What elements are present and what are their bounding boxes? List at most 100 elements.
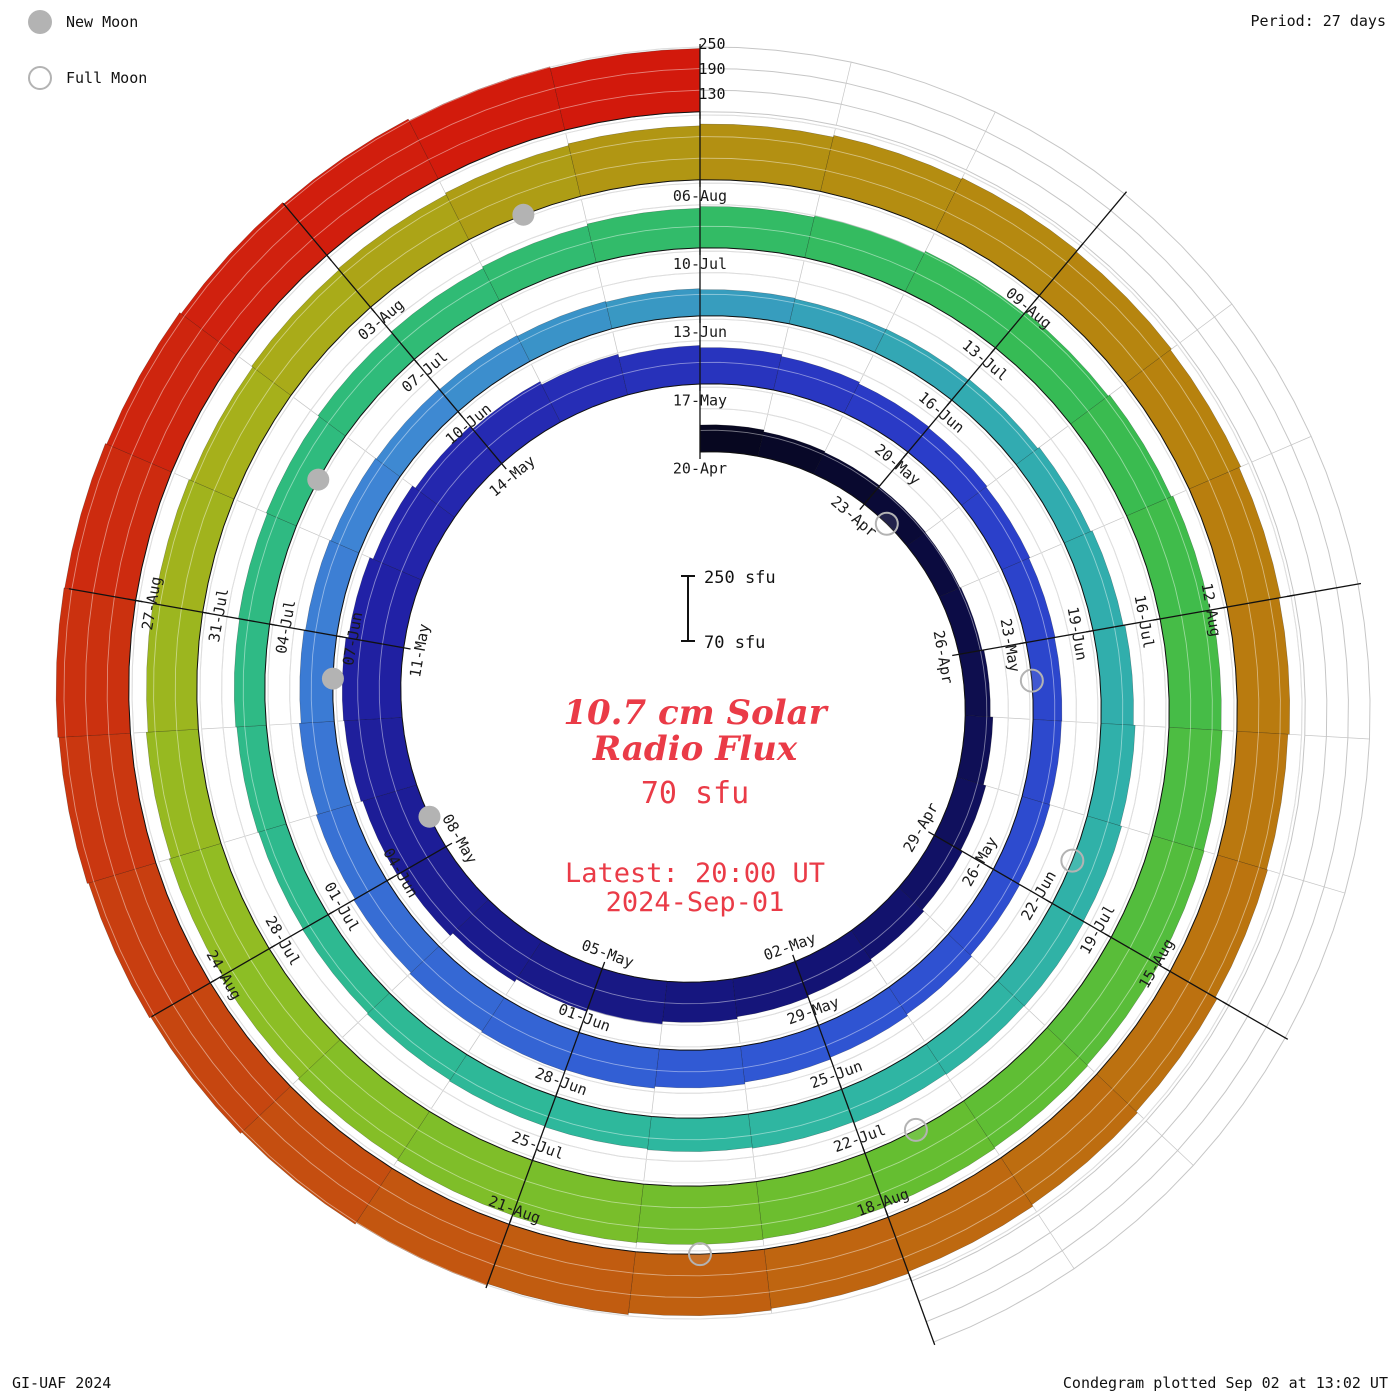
three-day-separator [1104, 933, 1171, 972]
new-moon-marker [512, 203, 535, 226]
three-day-separator [269, 910, 335, 950]
three-day-separator [151, 978, 217, 1018]
spiral-layer: 20-Apr23-Apr26-Apr29-Apr02-May05-May08-M… [55, 44, 1371, 1346]
new-moon-label: New Moon [66, 13, 139, 31]
flux-gridline-overlay [106, 89, 1260, 1277]
three-day-separator [885, 1210, 913, 1282]
radial-scale-bar: 250 sfu 70 sfu [681, 568, 776, 653]
three-day-separator [928, 831, 994, 870]
three-day-separator [1034, 243, 1084, 302]
baseline-spiral [128, 111, 1238, 1255]
flux-bar [636, 1181, 764, 1245]
three-day-separator [1287, 582, 1362, 598]
three-day-separator [269, 623, 344, 638]
three-day-separator [792, 954, 819, 1026]
three-day-separator [370, 307, 420, 366]
three-day-separator [413, 359, 463, 418]
three-day-separator [908, 1274, 936, 1346]
full-moon-icon [28, 66, 52, 90]
three-day-separator [508, 1153, 536, 1225]
three-day-separator [386, 842, 453, 882]
flux-bar [1217, 731, 1289, 870]
day-separator [1304, 734, 1370, 740]
plotted-timestamp-label: Condegram plotted Sep 02 at 13:02 UT [1062, 1374, 1388, 1392]
date-tick-label: 17-May [673, 391, 727, 409]
three-day-separator [838, 1082, 866, 1154]
day-separator [1015, 425, 1069, 465]
period-label: Period: 27 days [1250, 12, 1386, 30]
latest-date-label: 2024-Sep-01 [606, 887, 785, 918]
three-day-separator [336, 635, 411, 650]
three-day-separator [555, 1025, 582, 1097]
day-separator [1282, 874, 1345, 894]
flux-bar [841, 1043, 947, 1124]
radial-axis-label-250: 250 [698, 35, 725, 53]
date-tick-label: 26-Apr [930, 629, 957, 685]
three-day-separator [946, 347, 996, 406]
new-moon-icon [28, 10, 52, 34]
day-separator [835, 62, 852, 126]
flux-gridline-overlay [85, 68, 1281, 1298]
day-separator [236, 499, 297, 527]
flux-bar [647, 1113, 753, 1152]
flux-bar [874, 328, 969, 401]
date-tick-label: 16-Jul [1131, 593, 1158, 649]
three-day-separator [135, 599, 210, 615]
three-day-separator [903, 399, 953, 458]
date-tick-label: 19-Jun [1064, 605, 1091, 661]
full-moon-marker [903, 1117, 928, 1142]
radial-axis-label-130: 130 [698, 85, 725, 103]
chart-title-line1: 10.7 cm Solar [563, 693, 828, 733]
day-separator [1179, 303, 1233, 344]
flux-bar [662, 978, 738, 1023]
date-tick-label: 13-Jun [673, 323, 727, 341]
credit-label: GI-UAF 2024 [12, 1374, 112, 1392]
flux-bar [618, 345, 701, 396]
full-moon-label: Full Moon [66, 69, 148, 87]
three-day-separator [1045, 899, 1112, 938]
three-day-separator [1220, 594, 1295, 609]
three-day-separator [282, 202, 332, 261]
new-moon-marker [307, 468, 330, 491]
scale-bottom-label: 70 sfu [704, 633, 765, 653]
full-moon-marker [1060, 848, 1085, 873]
three-day-separator [1086, 618, 1161, 633]
date-tick-label: 23-May [997, 617, 1024, 673]
three-day-separator [861, 1146, 889, 1218]
full-moon-marker [874, 511, 899, 536]
three-day-separator [326, 254, 376, 314]
three-day-separator [202, 611, 277, 626]
full-moon-marker [688, 1242, 712, 1267]
three-day-separator [531, 1089, 559, 1161]
day-separator [1038, 1214, 1075, 1269]
radial-axis-label-190: 190 [698, 60, 725, 78]
scale-top-label: 250 sfu [704, 568, 776, 588]
flux-bar [55, 587, 136, 738]
flux-bar [757, 431, 826, 475]
flux-bar [299, 721, 352, 815]
three-day-separator [986, 865, 1053, 904]
flux-bar [947, 869, 1021, 956]
three-day-separator [952, 641, 1027, 657]
flux-bar [1051, 815, 1123, 922]
date-tick-label: 11-May [406, 622, 433, 678]
day-separator [1251, 436, 1312, 463]
flux-bar [265, 416, 346, 527]
flux-bar [906, 531, 961, 598]
flux-bar [804, 215, 925, 292]
three-day-separator [1019, 630, 1094, 645]
flux-bar [699, 123, 834, 192]
flux-bar [234, 618, 270, 728]
three-day-separator [327, 876, 394, 916]
new-moon-marker [418, 805, 441, 828]
three-day-separator [457, 411, 507, 470]
new-moon-marker [321, 667, 344, 690]
flux-bar [820, 135, 962, 232]
three-day-separator [990, 295, 1040, 354]
chart-subtitle-flux: 70 sfu [641, 776, 749, 811]
three-day-separator [815, 1018, 843, 1090]
date-tick-label: 10-Jul [673, 255, 727, 273]
three-day-separator [859, 451, 909, 511]
